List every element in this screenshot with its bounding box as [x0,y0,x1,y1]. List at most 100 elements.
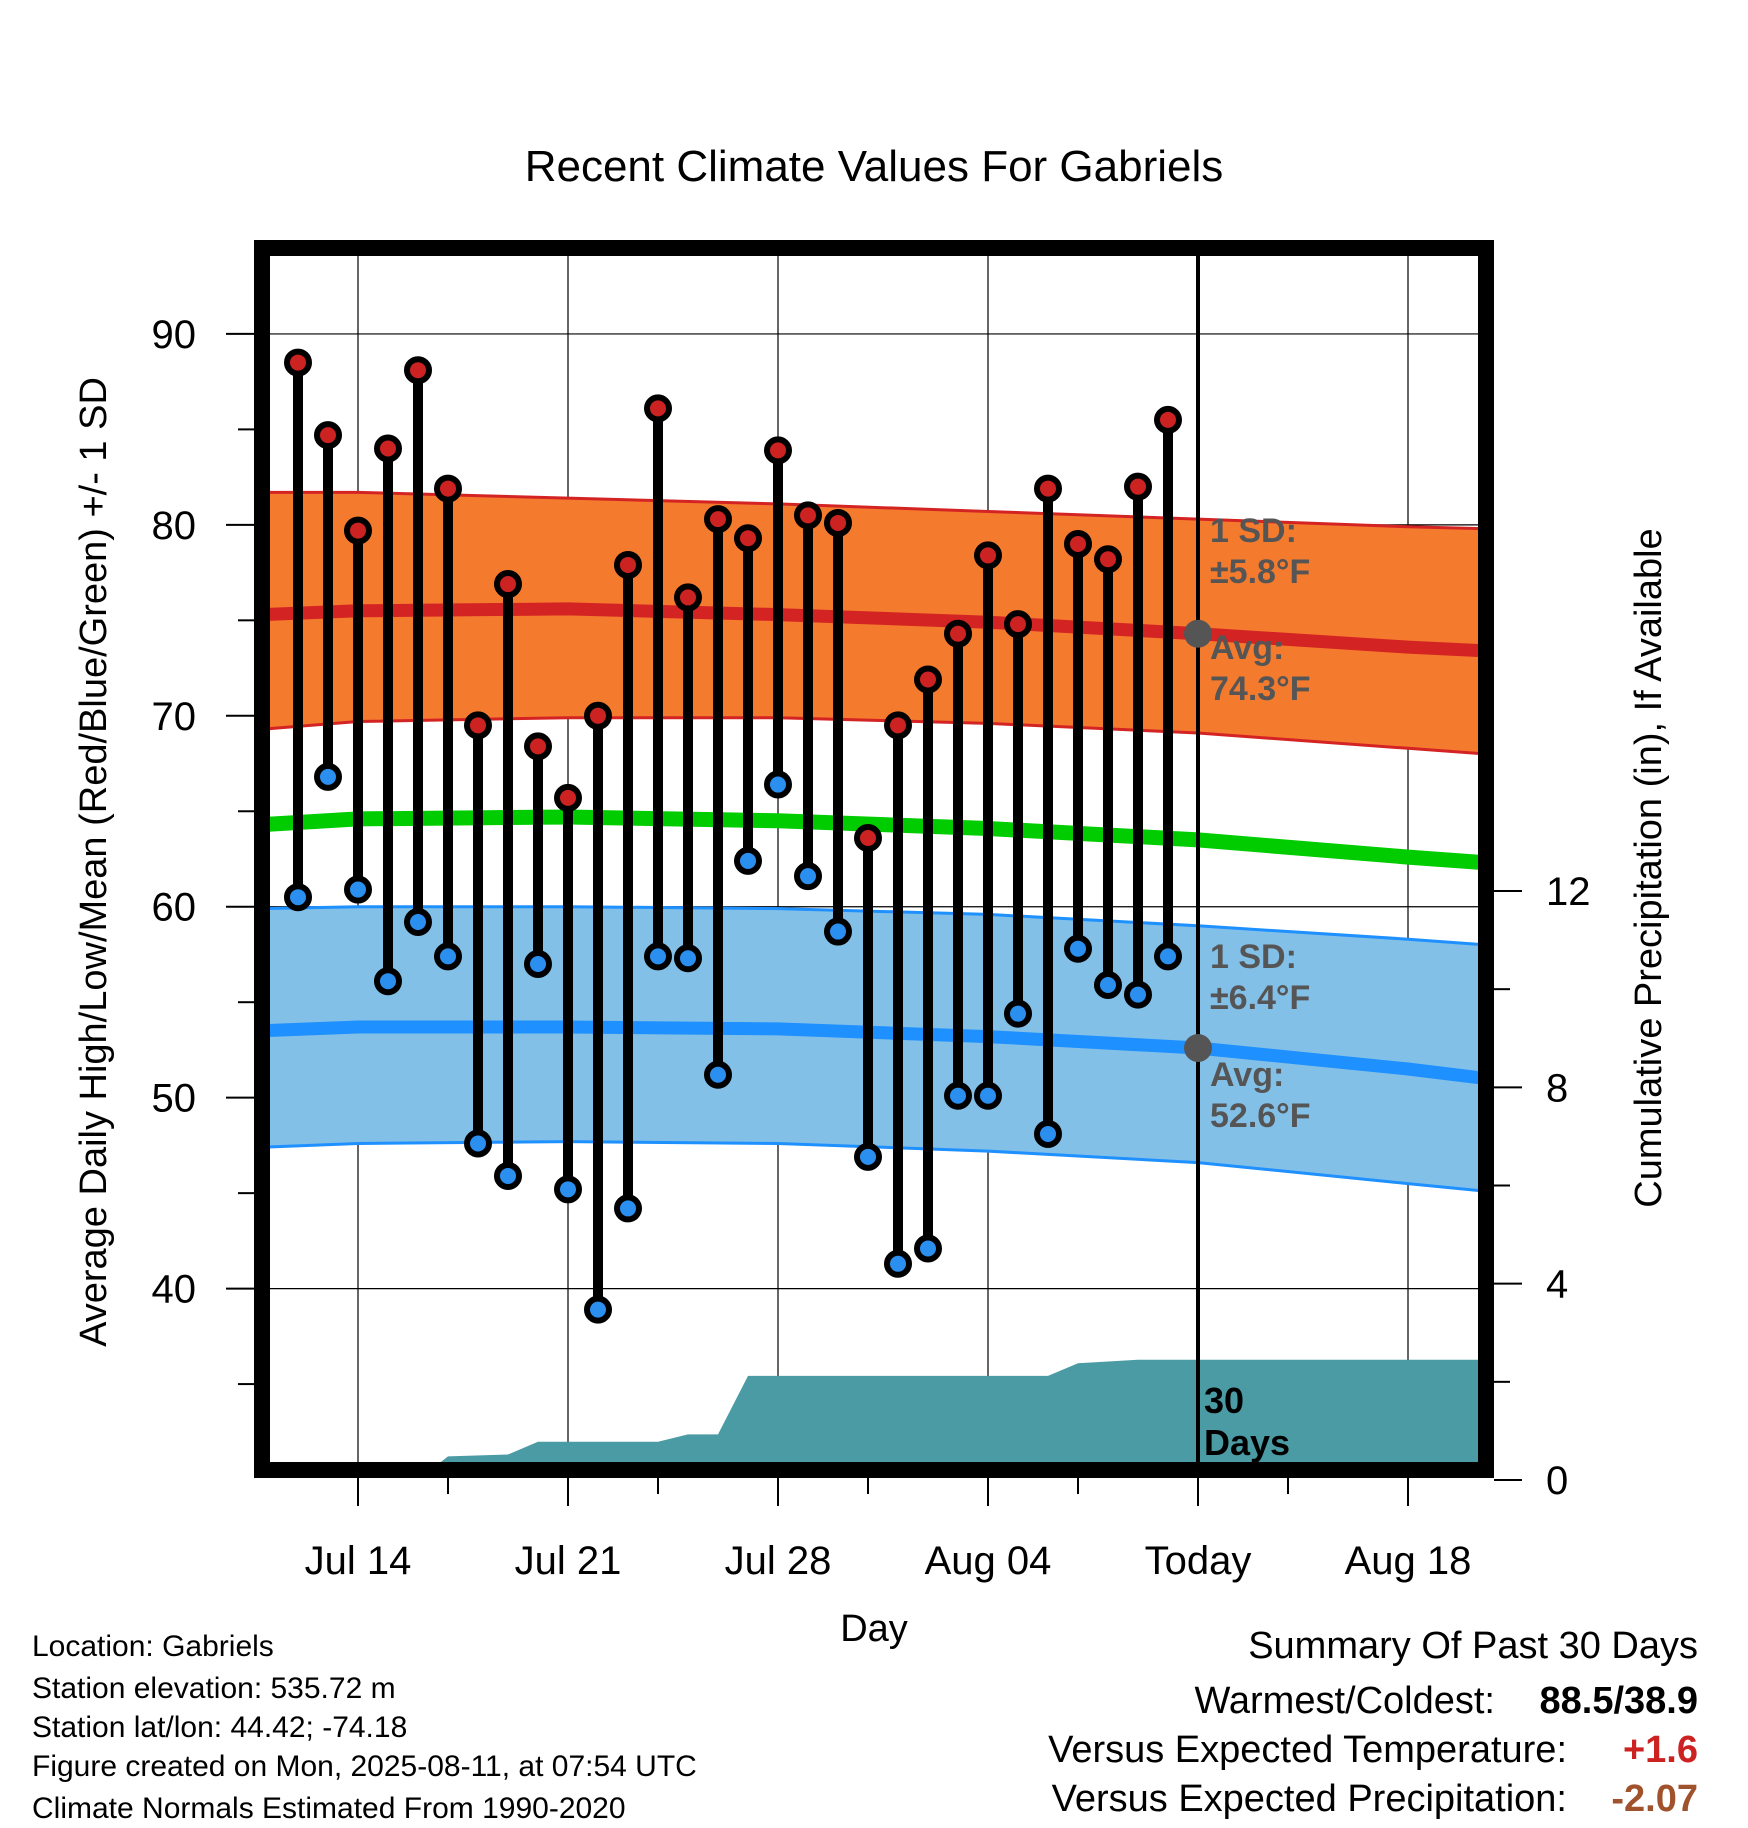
daily-high-point [584,701,612,730]
daily-low-point [434,942,462,971]
axes: 40 50 60 70 80 90 0 4 8 12 Jul 14 Jul 21 Jul 28 Aug 0… [152,313,1591,1583]
y-tick-label: 50 [152,1077,197,1121]
daily-low-point [374,967,402,996]
daily-high-point [554,783,582,812]
daily-high-point [1154,405,1182,434]
y2-tick-label: 4 [1546,1263,1568,1307]
data-marks [284,348,1212,1324]
y-tick-label: 70 [152,695,197,739]
daily-high-point [674,583,702,612]
precip-label: Versus Expected Precipitation: [1052,1778,1567,1820]
warm-cold-label: Warmest/Coldest: [1194,1680,1495,1722]
daily-low-point [314,762,342,791]
daily-low-point [704,1060,732,1089]
station-latlon: Station lat/lon: 44.42; -74.18 [32,1711,407,1744]
temp-value: +1.6 [1623,1729,1698,1771]
x-tick-label: Jul 14 [305,1539,412,1583]
daily-low-point [464,1129,492,1158]
x-tick-label: Today [1145,1539,1252,1583]
daily-high-point [704,505,732,534]
daily-low-point [554,1175,582,1204]
daily-high-point [344,516,372,545]
daily-low-point [344,875,372,904]
daily-high-point [854,823,882,852]
y-tick-label: 60 [152,886,197,930]
plot-frame [254,240,1494,1478]
daily-high-point [314,421,342,450]
daily-low-point [584,1295,612,1324]
precip-area [262,1359,1486,1470]
daily-low-point [494,1161,522,1190]
figure-created: Figure created on Mon, 2025-08-11, at 07… [32,1750,697,1783]
daily-high-point [1124,472,1152,501]
low-annotation: 1 SD: ±6.4°F Avg: 52.6°F [1210,938,1311,1135]
daily-high-point [794,501,822,530]
y-axis-label: Average Daily High/Low/Mean (Red/Blue/Gr… [73,377,115,1347]
daily-high-point [464,711,492,740]
low-sd-value: ±6.4°F [1210,979,1310,1017]
daily-low-point [1094,971,1122,1000]
station-location: Location: Gabriels [32,1630,274,1663]
x-tick-label: Aug 18 [1345,1539,1472,1583]
days-annotation: 30 Days [1204,1380,1290,1463]
high-avg-value: 74.3°F [1210,670,1311,708]
daily-low-point [734,846,762,875]
daily-low-point [674,944,702,973]
daily-high-point [374,434,402,463]
daily-low-point [1064,934,1092,963]
daily-high-point [614,550,642,579]
station-elevation: Station elevation: 535.72 m [32,1672,396,1705]
days-word: Days [1204,1422,1290,1463]
daily-low-point [1154,942,1182,971]
daily-high-point [1034,474,1062,503]
x-tick-label: Jul 28 [725,1539,832,1583]
daily-high-point [764,436,792,465]
daily-low-point [284,883,312,912]
daily-high-point [884,711,912,740]
daily-low-point [794,862,822,891]
daily-high-point [644,394,672,423]
daily-high-point [914,665,942,694]
low-sd-band-lower-edge [262,1140,1486,1193]
low-avg-value: 52.6°F [1210,1097,1311,1135]
daily-low-point [1124,980,1152,1009]
daily-high-point [974,541,1002,570]
today-low-avg-marker [1184,1034,1212,1063]
y-tick-label: 80 [152,504,197,548]
precip-value: -2.07 [1611,1778,1698,1820]
daily-low-point [764,770,792,799]
daily-low-point [884,1249,912,1278]
x-tick-label: Jul 21 [515,1539,622,1583]
y-tick-label: 90 [152,313,197,357]
daily-low-point [854,1142,882,1171]
days-count: 30 [1204,1380,1244,1421]
high-sd-value: ±5.8°F [1210,553,1310,591]
station-info: Location: Gabriels Station elevation: 53… [32,1630,697,1825]
daily-high-point [494,570,522,599]
chart-title: Recent Climate Values For Gabriels [525,142,1224,191]
daily-low-point [824,917,852,946]
today-high-avg-marker [1184,619,1212,648]
high-avg-label: Avg: [1210,629,1284,667]
daily-high-point [284,348,312,377]
daily-high-point [404,356,432,385]
daily-low-point [644,942,672,971]
daily-low-point [914,1234,942,1263]
temp-label: Versus Expected Temperature: [1048,1729,1567,1771]
y-tick-label: 40 [152,1268,197,1312]
daily-high-point [1004,610,1032,639]
daily-high-point [734,524,762,553]
daily-high-point [944,619,972,648]
daily-high-point [824,508,852,537]
summary-heading: Summary Of Past 30 Days [1248,1625,1698,1667]
daily-low-point [1034,1119,1062,1148]
daily-low-point [404,908,432,937]
daily-low-point [1004,999,1032,1028]
climate-normals-note: Climate Normals Estimated From 1990-2020 [32,1792,626,1825]
high-annotation: 1 SD: ±5.8°F Avg: 74.3°F [1210,512,1311,708]
daily-high-point [1064,529,1092,558]
daily-low-point [974,1081,1002,1110]
daily-high-point [434,474,462,503]
y2-axis-label: Cumulative Precipitation (in), If Availa… [1628,528,1670,1207]
